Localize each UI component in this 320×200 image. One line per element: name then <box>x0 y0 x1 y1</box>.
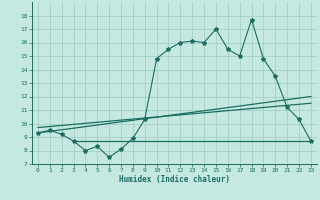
X-axis label: Humidex (Indice chaleur): Humidex (Indice chaleur) <box>119 175 230 184</box>
